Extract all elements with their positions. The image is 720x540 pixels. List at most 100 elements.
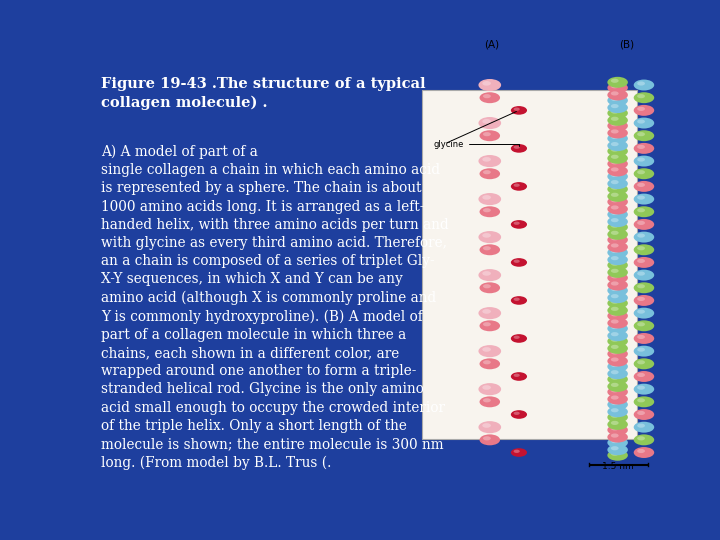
Circle shape [511, 410, 527, 419]
Circle shape [611, 135, 618, 139]
Circle shape [611, 439, 618, 443]
Circle shape [482, 195, 491, 200]
Circle shape [608, 444, 628, 455]
Circle shape [611, 269, 618, 273]
Circle shape [611, 122, 618, 126]
Circle shape [608, 90, 628, 100]
Circle shape [634, 422, 654, 433]
Circle shape [608, 399, 628, 410]
Circle shape [513, 374, 520, 377]
Circle shape [634, 371, 654, 382]
Text: glycine: glycine [433, 139, 519, 148]
Circle shape [611, 211, 618, 215]
Circle shape [611, 205, 618, 210]
Circle shape [480, 206, 500, 217]
Circle shape [478, 117, 501, 129]
Circle shape [478, 79, 501, 91]
Circle shape [608, 318, 628, 328]
Circle shape [634, 295, 654, 306]
Circle shape [608, 412, 628, 423]
Circle shape [637, 449, 645, 453]
Circle shape [611, 325, 618, 329]
Circle shape [483, 132, 491, 136]
Circle shape [611, 401, 618, 405]
Circle shape [634, 219, 654, 230]
Circle shape [637, 119, 645, 124]
Circle shape [637, 297, 645, 301]
Circle shape [511, 258, 527, 267]
Circle shape [611, 91, 618, 96]
Circle shape [608, 368, 628, 379]
Circle shape [608, 115, 628, 126]
Circle shape [608, 450, 628, 461]
Circle shape [637, 284, 645, 288]
Circle shape [611, 338, 618, 342]
Circle shape [608, 191, 628, 202]
Circle shape [637, 221, 645, 225]
Circle shape [608, 406, 628, 417]
Circle shape [480, 130, 500, 141]
Circle shape [608, 178, 628, 189]
Circle shape [483, 398, 491, 402]
Circle shape [611, 395, 618, 400]
Circle shape [511, 334, 527, 343]
Circle shape [513, 221, 520, 225]
Circle shape [637, 233, 645, 238]
Circle shape [634, 434, 654, 446]
Circle shape [608, 267, 628, 278]
Circle shape [637, 309, 645, 314]
Circle shape [637, 335, 645, 339]
Circle shape [608, 285, 628, 296]
Circle shape [608, 102, 628, 113]
Circle shape [478, 231, 501, 243]
Circle shape [608, 431, 628, 443]
Circle shape [611, 388, 618, 393]
Circle shape [637, 246, 645, 251]
Circle shape [483, 284, 491, 288]
Circle shape [608, 107, 628, 119]
Circle shape [608, 356, 628, 367]
Circle shape [634, 118, 654, 129]
Circle shape [608, 330, 628, 341]
Circle shape [608, 146, 628, 157]
Circle shape [611, 300, 618, 303]
Circle shape [608, 95, 628, 106]
Circle shape [511, 372, 527, 381]
Circle shape [608, 209, 628, 220]
Circle shape [608, 292, 628, 303]
Circle shape [608, 222, 628, 233]
Circle shape [634, 181, 654, 192]
Circle shape [608, 153, 628, 164]
Circle shape [637, 322, 645, 326]
Circle shape [637, 398, 645, 402]
Circle shape [611, 180, 618, 184]
Circle shape [611, 198, 618, 202]
Circle shape [483, 322, 491, 326]
Circle shape [611, 383, 618, 387]
Circle shape [480, 92, 500, 103]
Circle shape [608, 229, 628, 240]
Circle shape [513, 260, 520, 263]
Circle shape [611, 421, 618, 425]
Circle shape [478, 421, 501, 433]
Circle shape [637, 348, 645, 352]
Circle shape [483, 246, 491, 251]
Circle shape [637, 82, 645, 85]
Circle shape [608, 254, 628, 265]
Circle shape [480, 359, 500, 369]
Circle shape [611, 451, 618, 456]
Circle shape [611, 281, 618, 286]
Circle shape [611, 376, 618, 380]
Circle shape [637, 373, 645, 377]
Circle shape [480, 396, 500, 407]
Circle shape [608, 82, 628, 93]
Circle shape [608, 348, 628, 359]
Circle shape [611, 256, 618, 260]
Circle shape [482, 423, 491, 428]
Circle shape [608, 310, 628, 321]
Circle shape [634, 447, 654, 458]
Circle shape [513, 146, 520, 149]
Circle shape [480, 434, 500, 446]
Circle shape [611, 218, 618, 222]
Circle shape [634, 396, 654, 407]
